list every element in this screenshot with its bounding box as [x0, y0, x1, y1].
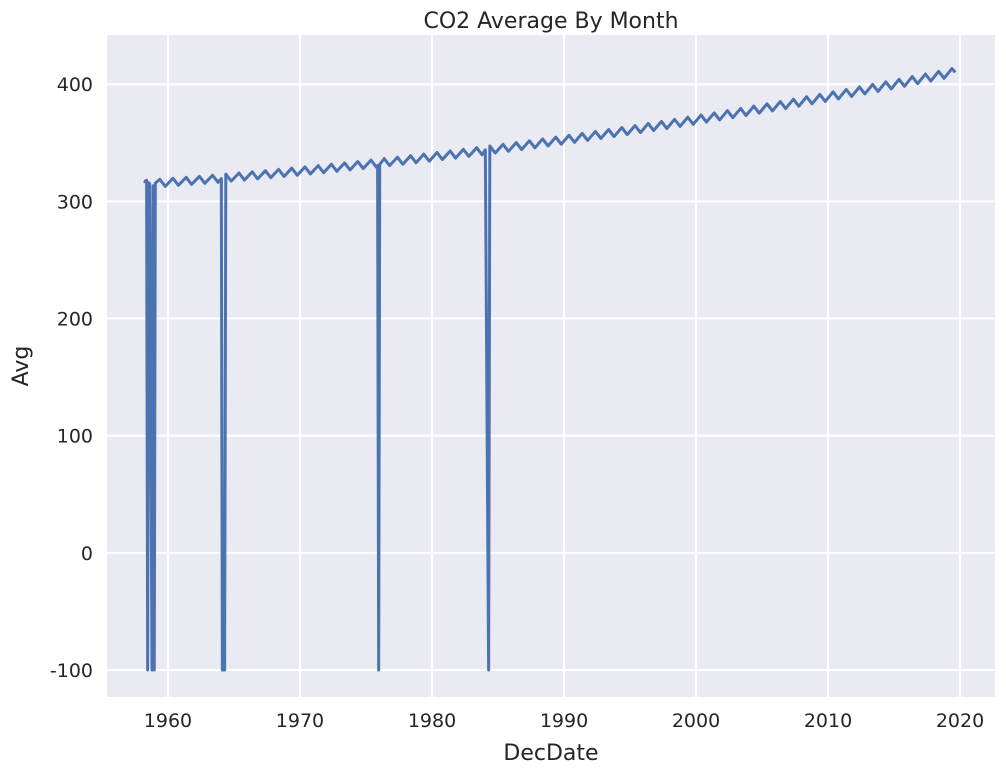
y-tick-label: 300 [57, 191, 93, 213]
data-line [143, 67, 957, 672]
x-tick-label: 1990 [540, 710, 588, 732]
plot-background [107, 35, 995, 697]
y-tick-label: -100 [50, 660, 93, 682]
marks [143, 67, 957, 672]
x-tick-label: 1970 [276, 710, 324, 732]
x-tick-label: 1980 [408, 710, 456, 732]
x-tick-label: 2020 [936, 710, 984, 732]
x-axis-label: DecDate [503, 741, 598, 766]
y-tick-label: 0 [81, 543, 93, 565]
x-tick-label: 2010 [804, 710, 852, 732]
y-tick-label: 200 [57, 309, 93, 331]
y-tick-label: 100 [57, 426, 93, 448]
chart-title: CO2 Average By Month [423, 9, 678, 34]
x-tick-label: 2000 [672, 710, 720, 732]
y-tick-label: 400 [57, 74, 93, 96]
grid [107, 35, 995, 697]
y-axis-label: Avg [9, 346, 34, 387]
x-tick-label: 1960 [144, 710, 192, 732]
